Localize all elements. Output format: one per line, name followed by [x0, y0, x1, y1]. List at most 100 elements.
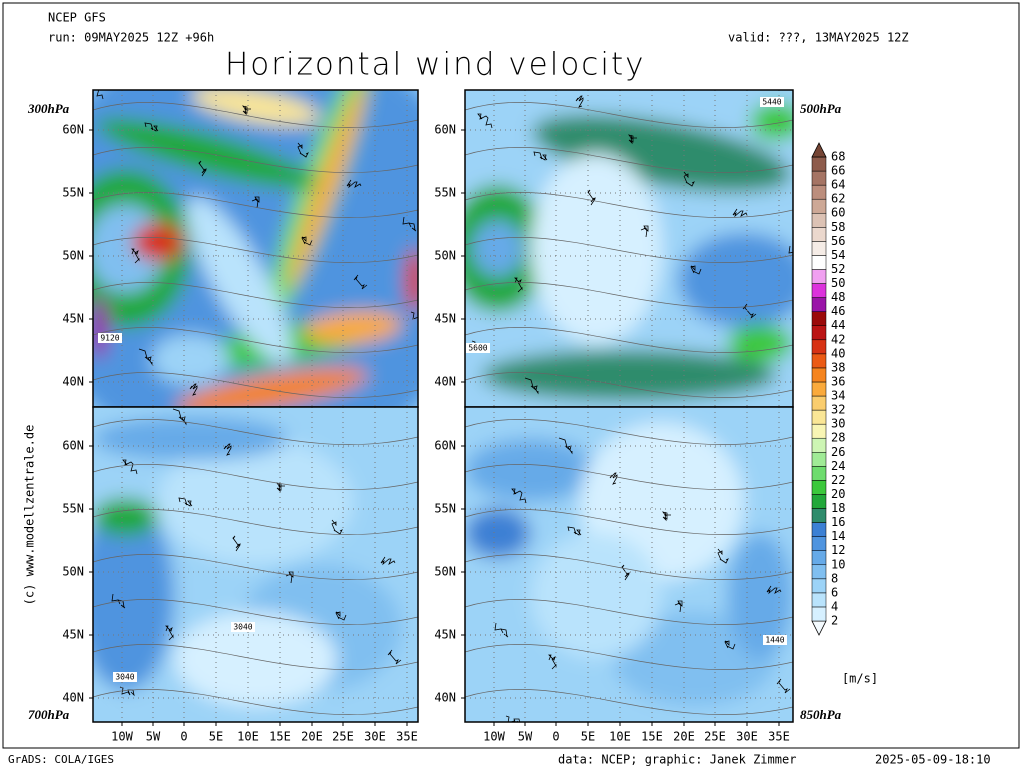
wind-blob	[481, 349, 777, 401]
isohypse	[465, 689, 793, 715]
colorbar-box	[811, 255, 827, 270]
colorbar-box	[811, 339, 827, 355]
colorbar-box	[811, 592, 827, 608]
field-blobs	[465, 90, 793, 407]
lon-label: 15E	[269, 730, 291, 744]
lat-label: 40N	[434, 691, 456, 705]
colorbar-label: 22	[831, 473, 845, 487]
contour-label: 1440	[765, 636, 784, 645]
colorbar-box	[811, 508, 827, 523]
wind-blob	[175, 368, 368, 407]
source: data: NCEP; graphic: Janek Zimmer	[558, 753, 796, 767]
contour-label: 3040	[233, 623, 252, 632]
isohypse	[93, 192, 418, 218]
isohypse	[465, 644, 793, 670]
lat-label: 50N	[434, 249, 456, 263]
contour-label-box	[763, 635, 787, 645]
isohypse	[465, 147, 793, 173]
colorbar-label: 44	[831, 318, 845, 332]
model: NCEP GFS	[48, 11, 106, 25]
contour-label-box	[466, 343, 490, 353]
colorbar-box	[811, 156, 827, 172]
colorbar-box	[811, 325, 827, 341]
colorbar-label: 68	[831, 150, 845, 164]
colorbar-box	[811, 536, 827, 551]
lon-label: 25E	[704, 730, 726, 744]
colorbar-label: 56	[831, 234, 845, 248]
lat-label: 40N	[434, 375, 456, 389]
lon-label: 35E	[396, 730, 418, 744]
colorbar-label: 8	[831, 571, 838, 585]
isohypse	[465, 554, 793, 580]
lat-label: 60N	[434, 439, 456, 453]
colorbar-label: 14	[831, 529, 845, 543]
colorbar-label: 10	[831, 557, 845, 571]
colorbar-label: 24	[831, 459, 845, 473]
colorbar-box	[811, 564, 827, 580]
isohypse	[93, 464, 418, 490]
lat-label: 40N	[62, 375, 84, 389]
isohypse	[93, 372, 418, 398]
colorbar-box	[811, 227, 827, 242]
colorbar-label: 26	[831, 445, 845, 459]
lon-label: 25E	[332, 730, 354, 744]
lon-label: 5W	[146, 730, 161, 744]
isohypse	[465, 464, 793, 490]
lon-label: 30E	[364, 730, 386, 744]
isohypse	[465, 102, 793, 128]
colorbar-box	[811, 395, 827, 411]
colorbar-label: 60	[831, 206, 845, 220]
lat-label: 40N	[62, 691, 84, 705]
lat-label: 45N	[434, 628, 456, 642]
colorbar-box	[811, 494, 827, 509]
isohypse	[93, 644, 418, 670]
colorbar-label: 4	[831, 599, 838, 613]
wind-blob	[151, 334, 230, 385]
wind-blob	[191, 90, 320, 126]
contour-label: 3040	[115, 673, 134, 682]
borders	[494, 437, 791, 722]
colorbar-label: 62	[831, 192, 845, 206]
lon-label: 10W	[483, 730, 505, 744]
isohypse	[93, 147, 418, 173]
lon-label: 10E	[609, 730, 631, 744]
valid: valid: ???, 13MAY2025 12Z	[728, 31, 909, 45]
colorbar-label: 34	[831, 389, 845, 403]
colorbar-label: 52	[831, 262, 845, 276]
colorbar-label: 42	[831, 332, 845, 346]
wind-blob	[186, 196, 292, 364]
software: GrADS: COLA/IGES	[8, 753, 114, 766]
wind-blob	[727, 533, 793, 659]
colorbar-box	[811, 198, 827, 214]
lat-label: 50N	[434, 565, 456, 579]
colorbar-arrow-high	[811, 142, 827, 158]
colorbar-label: 2	[831, 614, 838, 628]
colorbar-box	[811, 452, 827, 467]
isohypse	[93, 102, 418, 128]
isohypse	[465, 192, 793, 218]
wind-blob	[471, 219, 525, 278]
map-panel: 300hPa 60N 55N 50N 45N 40N 9120	[27, 89, 419, 408]
colorbar-label: 6	[831, 585, 838, 599]
run: run: 09MAY2025 12Z +96h	[48, 31, 214, 45]
colorbar-box	[811, 480, 827, 495]
timestamp: 2025-05-09-18:10	[875, 753, 991, 767]
wind-blob	[530, 153, 662, 344]
lon-label: 30E	[736, 730, 758, 744]
wind-blob	[530, 533, 662, 659]
field-blobs	[93, 90, 418, 407]
lat-label: 60N	[62, 439, 84, 453]
isohypse	[465, 509, 793, 535]
colorbar-box	[811, 550, 827, 566]
colorbar-box	[811, 353, 827, 369]
map-panel: 700hPa 60N 55N 50N 45N 40N 10W 5W 0 5E 10E 15E 20E 25…	[28, 406, 419, 744]
colorbar-box	[811, 241, 827, 256]
colorbar-label: 30	[831, 417, 845, 431]
colorbar-label: 48	[831, 290, 845, 304]
lon-label: 35E	[768, 730, 790, 744]
lat-label: 50N	[62, 249, 84, 263]
field-blobs	[93, 407, 418, 722]
level-label: 850hPa	[800, 707, 842, 722]
isohypse	[465, 419, 793, 445]
